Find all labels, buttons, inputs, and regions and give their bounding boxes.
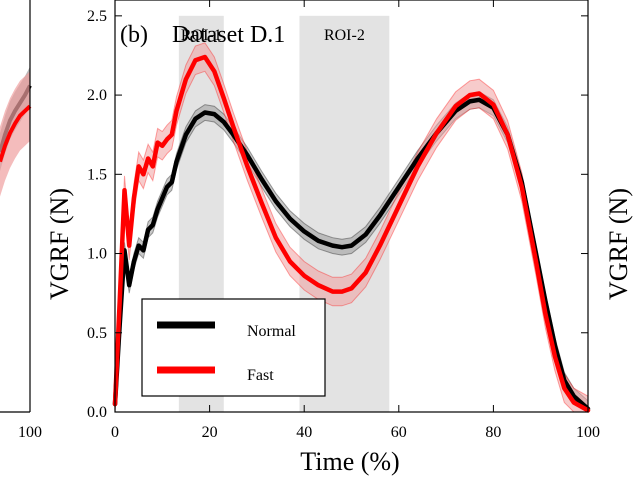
right-panel: VGRF (N) [604, 188, 633, 300]
left-line-fast [0, 104, 32, 163]
y-axis-label: VGRF (N) [45, 188, 74, 300]
y-axis-ticks: 0.0 0.5 1.0 1.5 2.0 2.5 [87, 8, 588, 421]
legend-box [141, 298, 326, 397]
legend-label-normal: Normal [247, 323, 296, 340]
x-tick-label: 60 [391, 424, 407, 441]
y-tick-label: 0.0 [87, 404, 107, 421]
legend-label-fast: Fast [247, 367, 274, 384]
left-panel-xtick-label: 100 [18, 424, 42, 441]
panel-label: (b) [120, 22, 148, 48]
left-panel-series [0, 66, 32, 197]
series-lines [112, 54, 591, 413]
roi-label-1: ROI-1 [181, 27, 222, 44]
chart-title: Dataset D.1 [172, 22, 285, 48]
line-fast [112, 54, 591, 413]
left-panel: 100 [0, 0, 42, 441]
y-tick-label: 1.0 [87, 246, 107, 263]
plot-frame [114, 0, 589, 413]
x-tick-label: 40 [296, 424, 312, 441]
x-tick-label: 100 [576, 424, 600, 441]
legend: Normal Fast [141, 298, 326, 397]
roi-label-2: ROI-2 [324, 27, 365, 44]
main-panel: ROI-1 ROI-2 0 20 40 60 80 100 0.0 0.5 1.0 1.5 2.0 2… [45, 0, 600, 476]
roi-regions: ROI-1 ROI-2 [178, 15, 390, 412]
x-tick-label: 0 [111, 424, 119, 441]
right-panel-y-axis-label: VGRF (N) [604, 188, 633, 300]
y-tick-label: 1.5 [87, 166, 107, 183]
left-band-fast [0, 71, 30, 197]
y-tick-label: 2.5 [87, 8, 107, 25]
y-tick-label: 0.5 [87, 325, 107, 342]
x-axis-ticks: 0 20 40 60 80 100 [111, 0, 600, 441]
x-tick-label: 20 [202, 424, 218, 441]
x-tick-label: 80 [485, 424, 501, 441]
x-axis-label: Time (%) [300, 447, 399, 476]
y-tick-label: 2.0 [87, 87, 107, 104]
